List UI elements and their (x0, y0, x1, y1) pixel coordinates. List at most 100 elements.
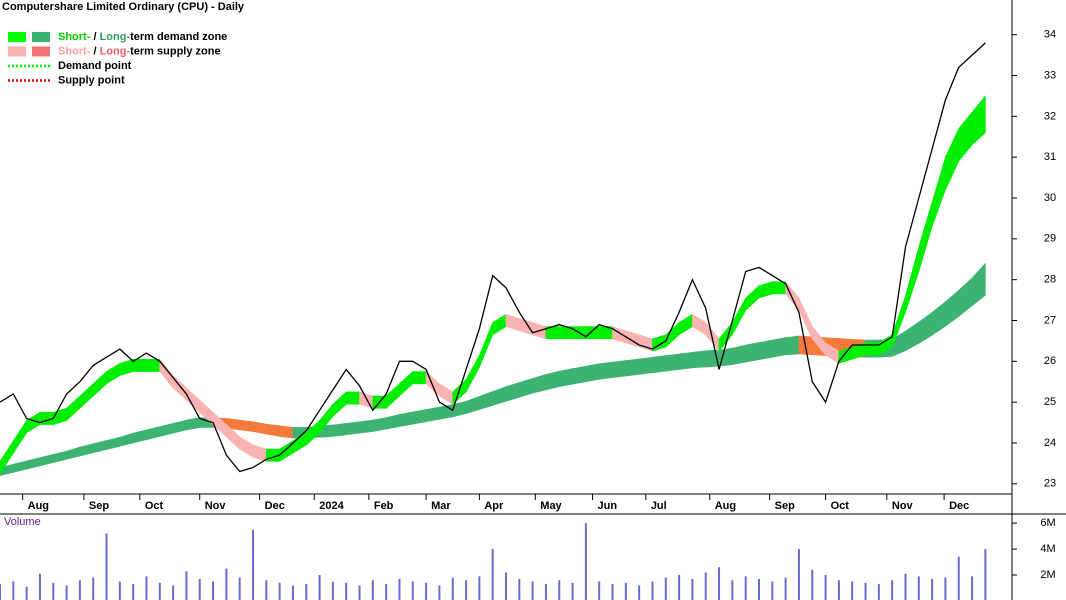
x-tick-label: Aug (28, 500, 49, 512)
legend-part: / (90, 31, 99, 43)
volume-bar (864, 582, 867, 600)
zone-segment (119, 432, 134, 447)
volume-tick-label: 6M (1040, 517, 1055, 529)
volume-bar (0, 584, 1, 600)
legend-part: Short- (58, 45, 91, 57)
volume-bar (558, 580, 561, 600)
zone-segment (66, 395, 81, 422)
volume-bar (877, 584, 880, 600)
volume-bar (411, 581, 414, 600)
volume-bar (544, 584, 547, 600)
zone-segment (971, 262, 986, 307)
zone-segment (359, 419, 374, 434)
x-tick-label: Mar (431, 500, 451, 512)
volume-bar (744, 576, 747, 600)
zone-segment (252, 421, 267, 435)
zone-segment (52, 407, 67, 426)
volume-bar (371, 580, 374, 600)
volume-bar (971, 576, 974, 600)
zone-segment (572, 365, 587, 385)
legend-swatch (32, 32, 50, 42)
legend-label: Supply point (58, 74, 125, 86)
volume-bar (518, 578, 521, 600)
x-tick-label: Dec (265, 500, 285, 512)
volume-bar (172, 585, 175, 600)
zone-segment (945, 128, 960, 190)
zone-segment (945, 289, 960, 327)
legend-part: term demand zone (130, 31, 227, 43)
zone-segment (399, 370, 414, 397)
x-tick-label: Nov (892, 500, 914, 512)
x-tick-label: Oct (831, 500, 850, 512)
y-tick-label: 27 (1044, 314, 1056, 326)
volume-bar (331, 581, 334, 600)
zone-segment (678, 351, 693, 370)
x-tick-label: Sep (89, 500, 109, 512)
volume-bar (118, 581, 121, 600)
zone-segment (305, 419, 320, 446)
volume-bar (571, 582, 574, 600)
zone-segment (239, 436, 254, 458)
y-tick-label: 32 (1044, 110, 1056, 122)
volume-bar (704, 572, 707, 600)
volume-bar (385, 584, 388, 600)
zone-segment (439, 383, 454, 405)
zone-segment (918, 202, 933, 272)
zone-segment (119, 358, 134, 377)
x-tick-label: Oct (145, 500, 164, 512)
zone-segment (159, 422, 174, 437)
zone-segment (519, 318, 533, 336)
zone-segment (106, 436, 121, 450)
zone-segment (345, 391, 360, 405)
volume-bar (731, 580, 734, 600)
zone-segment (798, 297, 813, 339)
zone-segment (652, 355, 667, 374)
zone-segment (612, 360, 627, 378)
zone-segment (279, 425, 294, 439)
volume-bar (465, 580, 468, 600)
volume-bar (891, 580, 894, 600)
y-tick-label: 25 (1044, 396, 1056, 408)
zone-segment (385, 383, 400, 409)
volume-bar (225, 568, 228, 600)
zone-segment (625, 358, 640, 377)
legend-part: Short- (58, 31, 91, 43)
zone-segment (505, 382, 520, 402)
legend-label: Demand point (58, 60, 132, 72)
volume-title: Volume (4, 516, 41, 528)
zone-segment (532, 373, 547, 394)
zone-segment (146, 358, 161, 372)
volume-bar (598, 581, 601, 600)
volume-bar (398, 578, 401, 600)
zone-segment (905, 246, 920, 313)
zone-segment (931, 301, 946, 336)
legend-label: Short- / Long-term demand zone (58, 31, 227, 43)
volume-bar (531, 581, 534, 600)
zone-segment (598, 361, 613, 380)
volume-bar (252, 529, 254, 600)
chart-title: Computershare Limited Ordinary (CPU) - D… (2, 1, 245, 13)
volume-bar (25, 586, 28, 600)
zone-segment (79, 443, 94, 457)
volume-bar (664, 577, 667, 600)
volume-bar (784, 577, 787, 600)
volume-bar (438, 585, 441, 600)
x-tick-label: Feb (374, 500, 394, 512)
legend-part: Supply point (58, 74, 125, 86)
y-tick-label: 31 (1044, 151, 1056, 163)
zone-segment (545, 370, 560, 391)
volume-bar (611, 584, 614, 600)
legend-label: Short- / Long-term supply zone (58, 45, 221, 57)
zone-segment (652, 334, 667, 352)
zone-segment (52, 450, 67, 463)
zone-segment (412, 371, 427, 385)
volume-bar (718, 567, 721, 600)
y-tick-label: 34 (1044, 29, 1056, 41)
zone-segment (638, 356, 653, 375)
zone-segment (678, 313, 693, 336)
zone-segment (785, 335, 800, 356)
legend-part: Demand point (58, 60, 132, 72)
zone-segment (732, 344, 746, 365)
y-tick-label: 29 (1044, 233, 1056, 245)
legend-swatch (8, 32, 26, 42)
